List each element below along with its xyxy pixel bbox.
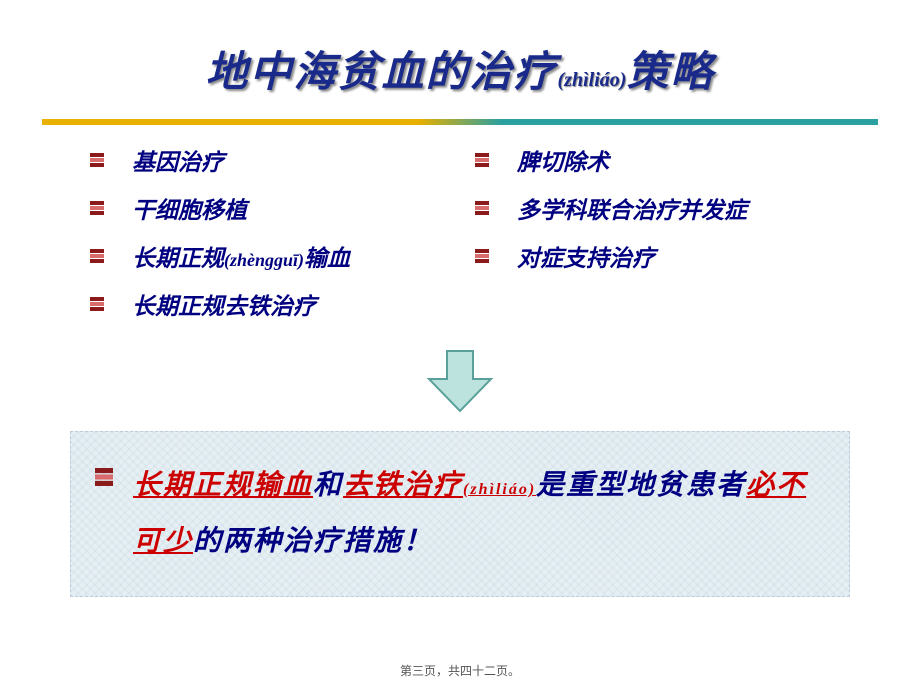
bullet-icon — [475, 249, 489, 263]
list-item: 脾切除术 — [475, 143, 855, 177]
bullet-icon — [90, 153, 104, 167]
bullet-text: 对症支持治疗 — [517, 239, 655, 273]
callout-seg: 和 — [313, 470, 343, 501]
bullet-icon — [475, 201, 489, 215]
left-column: 基因治疗 干细胞移植 长期正规(zhèngguī)输血 长期正规去铁治疗 — [90, 143, 475, 321]
bullet-text: 多学科联合治疗并发症 — [517, 191, 747, 225]
bullet-icon — [90, 297, 104, 311]
emphasis-pinyin: (zhìliáo) — [463, 481, 536, 498]
list-item: 干细胞移植 — [90, 191, 475, 225]
down-arrow-icon — [425, 349, 495, 415]
callout-seg: 的两种治疗措施！ — [193, 526, 433, 557]
bullet-icon — [90, 201, 104, 215]
bullet-text: 干细胞移植 — [132, 191, 247, 225]
list-item: 多学科联合治疗并发症 — [475, 191, 855, 225]
title-part2: 策略 — [626, 50, 714, 96]
list-item: 长期正规(zhèngguī)输血 — [90, 239, 475, 273]
bullet-text: 长期正规(zhèngguī)输血 — [132, 239, 350, 273]
title-part1: 地中海贫血的治疗 — [206, 50, 558, 96]
list-item: 基因治疗 — [90, 143, 475, 177]
bullet-icon — [95, 468, 113, 486]
right-column: 脾切除术 多学科联合治疗并发症 对症支持治疗 — [475, 143, 855, 321]
callout-seg: 是重型地贫患者 — [536, 470, 746, 501]
bullet-text: 长期正规去铁治疗 — [132, 287, 316, 321]
list-item: 长期正规去铁治疗 — [90, 287, 475, 321]
callout-text: 长期正规输血和去铁治疗(zhìliáo)是重型地贫患者必不可少的两种治疗措施！ — [133, 458, 815, 570]
slide-title-area: 地中海贫血的治疗(zhìliáo)策略 — [0, 0, 920, 119]
emphasis-text: 去铁治疗 — [343, 470, 463, 501]
bullet-text: 脾切除术 — [517, 143, 609, 177]
emphasis-text: 长期正规输血 — [133, 470, 313, 501]
title-divider — [42, 119, 878, 125]
bullet-icon — [475, 153, 489, 167]
list-item: 对症支持治疗 — [475, 239, 855, 273]
page-footer: 第三页，共四十二页。 — [0, 662, 920, 679]
callout-box: 长期正规输血和去铁治疗(zhìliáo)是重型地贫患者必不可少的两种治疗措施！ — [70, 431, 850, 597]
down-arrow-area — [0, 349, 920, 415]
bullet-text: 基因治疗 — [132, 143, 224, 177]
content-columns: 基因治疗 干细胞移植 长期正规(zhèngguī)输血 长期正规去铁治疗 脾切除… — [0, 143, 920, 321]
bullet-icon — [90, 249, 104, 263]
title-pinyin: (zhìliáo) — [558, 69, 627, 91]
